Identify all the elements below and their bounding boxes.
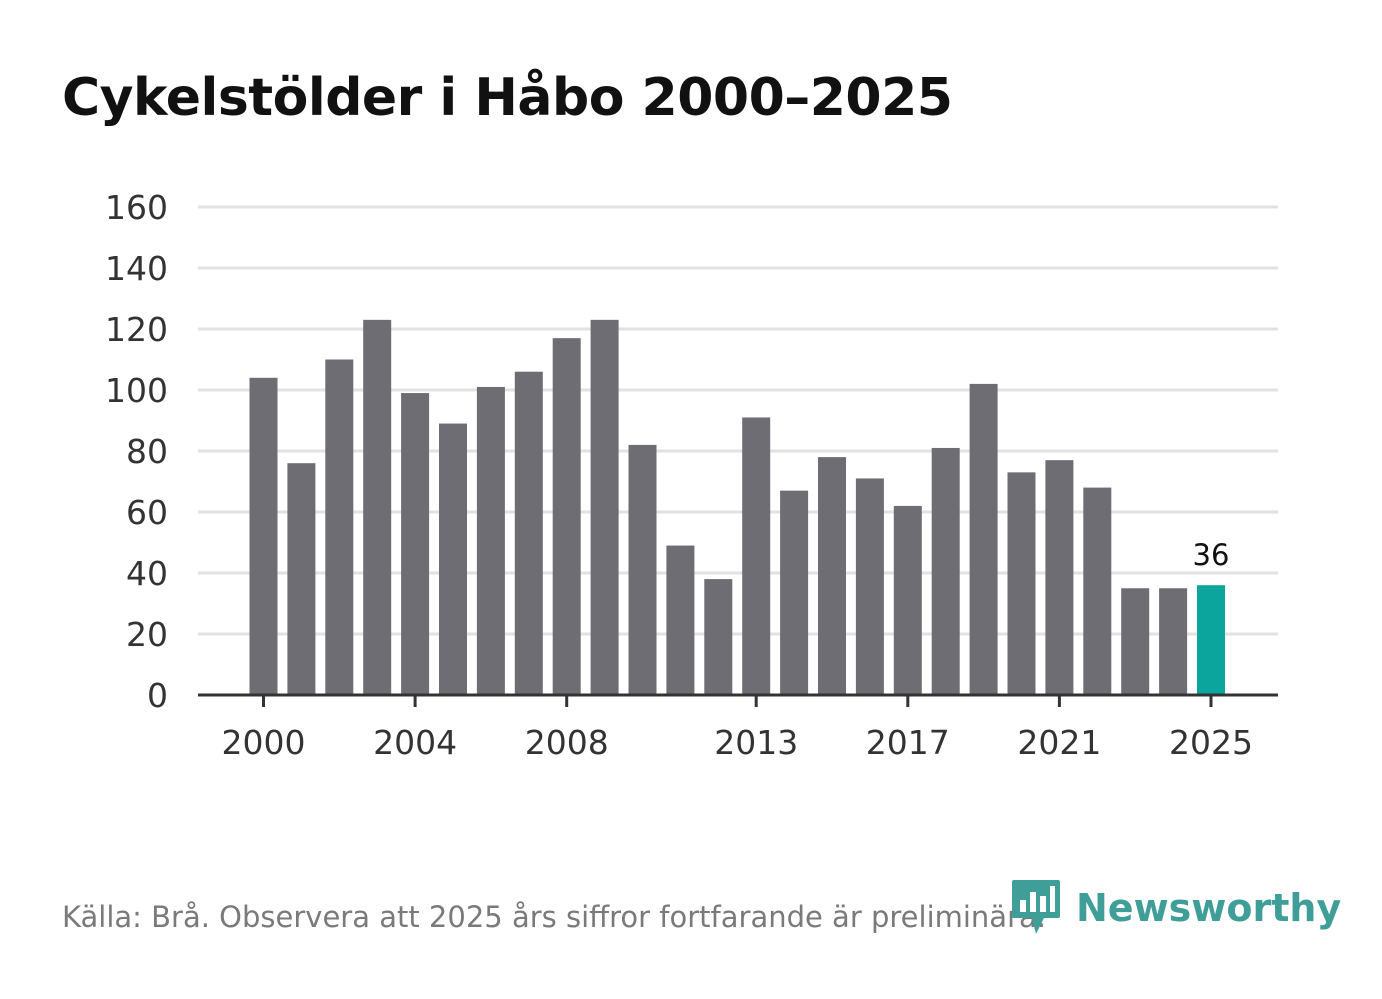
bar-2023 [1121,588,1150,695]
bar-2025 [1197,585,1225,695]
y-tick-label-100: 100 [105,371,168,410]
bar-2024 [1159,588,1188,695]
bar-2018 [931,447,960,695]
y-tick-label-40: 40 [126,554,168,593]
x-tick-label-2025: 2025 [1169,723,1253,762]
y-tick-label-120: 120 [105,310,168,349]
bar-2003 [363,319,392,695]
y-axis-ticks: 0 20 40 60 80 100 120 140 160 [105,188,168,715]
y-tick-label-140: 140 [105,249,168,288]
bar-2001 [287,463,316,695]
bar-2013 [742,417,771,695]
bars [249,319,1225,695]
source-note: Källa: Brå. Observera att 2025 års siffr… [62,900,1046,934]
bar-2002 [325,359,354,695]
brand-name: Newsworthy [1076,886,1342,930]
x-tick-label-2004: 2004 [373,723,457,762]
bar-2005 [439,423,467,695]
x-tick-label-2013: 2013 [714,723,798,762]
bar-2020 [1007,472,1036,695]
x-axis-ticks: 2000 2004 2008 2013 2017 2021 2025 [222,695,1253,762]
bar-2008 [552,338,581,695]
x-tick-label-2008: 2008 [525,723,609,762]
bar-2007 [514,371,543,695]
bar-2016 [855,478,884,695]
data-labels: 36 [1193,538,1230,572]
bar-2017 [893,505,922,695]
x-tick-label-2017: 2017 [866,723,950,762]
y-tick-label-20: 20 [126,615,168,654]
y-tick-label-80: 80 [126,432,168,471]
bar-2004 [401,393,430,695]
bar-2006 [476,386,505,695]
y-tick-label-0: 0 [147,676,168,715]
bar-2009 [590,319,619,695]
y-tick-label-60: 60 [126,493,168,532]
bar-2021 [1045,460,1074,695]
chart-title: Cykelstölder i Håbo 2000–2025 [62,68,953,128]
x-tick-label-2000: 2000 [222,723,306,762]
data-label-2025: 36 [1193,538,1230,572]
bar-2011 [666,545,695,695]
bar-2015 [818,457,846,695]
x-tick-label-2021: 2021 [1017,723,1101,762]
bar-2019 [969,383,998,695]
bar-chart-badge-icon [1012,880,1060,934]
bar-2022 [1083,487,1112,695]
brand-logo: Newsworthy [1010,878,1341,938]
bar-2000 [249,377,278,695]
bar-2014 [780,490,809,695]
grid-lines [198,205,1278,636]
y-tick-label-160: 160 [105,188,168,227]
bar-2012 [704,579,733,695]
bar-2010 [628,444,657,695]
